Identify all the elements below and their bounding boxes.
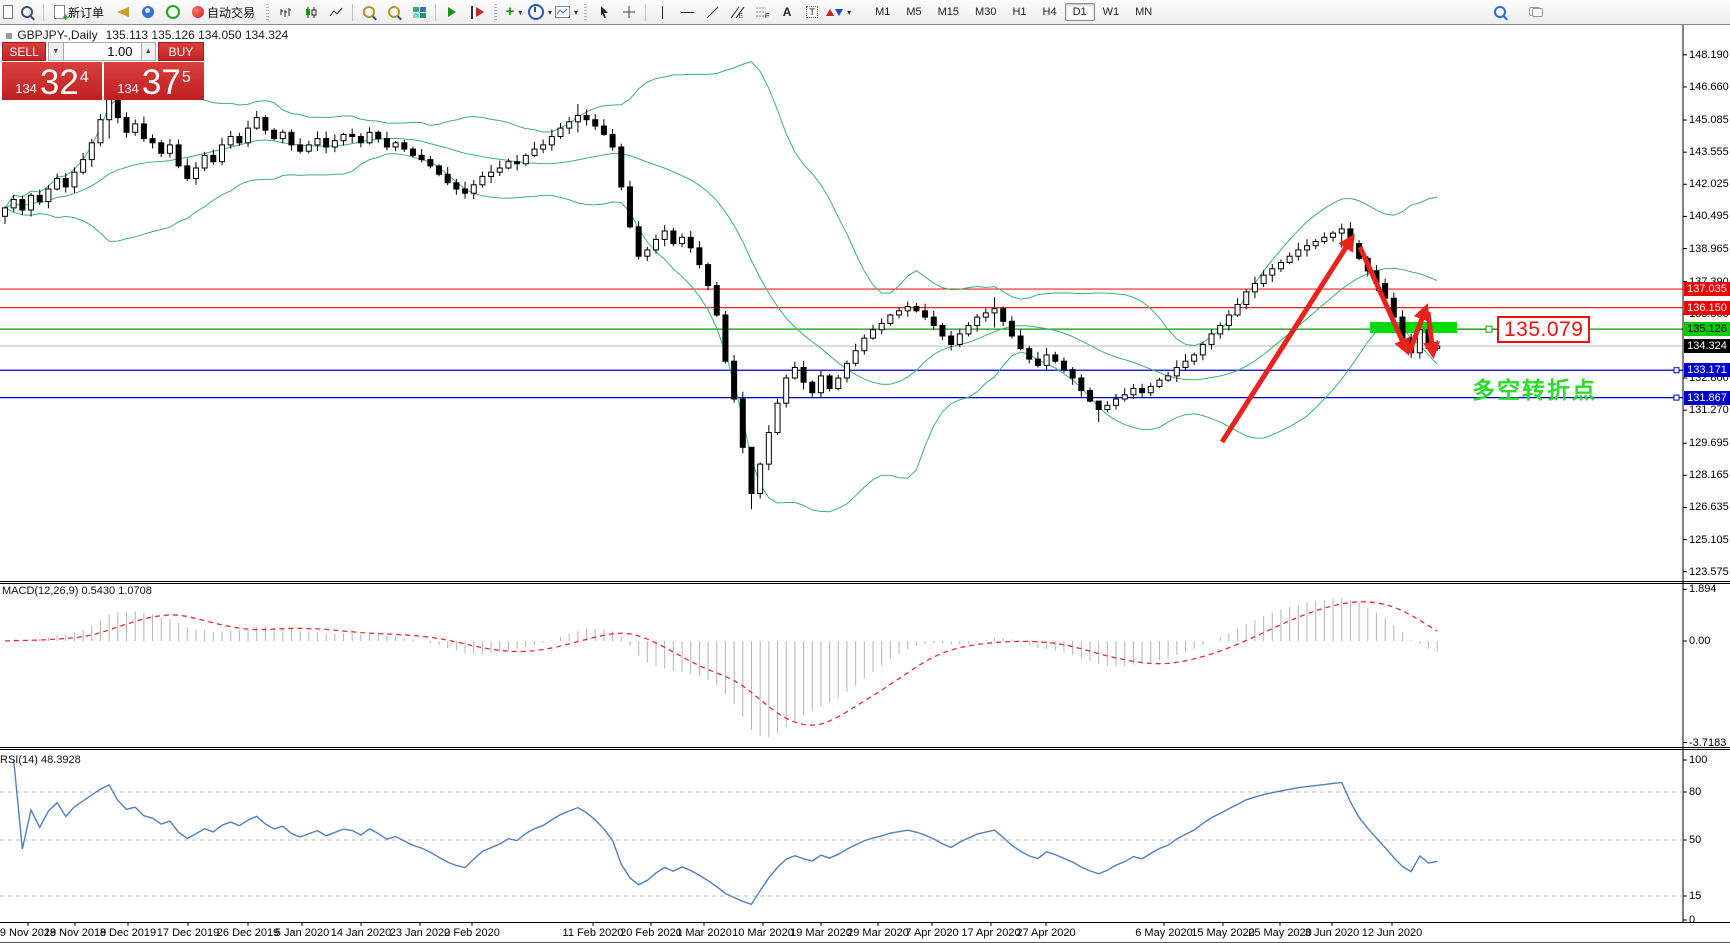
auto-scroll-icon[interactable] <box>440 1 464 23</box>
templates-button[interactable]: ▾ <box>554 1 579 23</box>
text-label-tool[interactable]: T <box>800 1 824 23</box>
tab-timeframe-D1[interactable]: D1 <box>1064 3 1095 21</box>
toolbar: 新订单 自动交易 +▾ ▾ ▾ <box>0 0 1730 25</box>
indicators-button[interactable]: + ▾ <box>505 3 523 20</box>
buy-price-big-figure: 134 <box>117 81 139 96</box>
price-note-box[interactable]: 135.079 <box>1497 316 1591 343</box>
new-order-icon <box>54 5 69 24</box>
buy-price-point: 5 <box>181 69 191 86</box>
zoom-in-icon[interactable] <box>357 1 381 23</box>
profile-icon[interactable] <box>136 1 160 23</box>
zoom-out-icon[interactable] <box>382 1 406 23</box>
sell-price-point: 4 <box>79 69 89 86</box>
sell-price-panel[interactable]: 134 32 4 <box>2 62 102 100</box>
tab-timeframe-M1[interactable]: M1 <box>875 6 891 18</box>
tab-timeframe-W1[interactable]: W1 <box>1102 6 1120 18</box>
svg-text:E: E <box>739 14 743 19</box>
cursor-tool[interactable] <box>592 1 616 23</box>
chart-shift-icon[interactable] <box>465 1 489 23</box>
tab-timeframe-M5[interactable]: M5 <box>906 6 922 18</box>
periods-button[interactable]: ▾ <box>527 1 553 23</box>
arrow-tools-button[interactable]: ▾ <box>825 1 852 23</box>
autotrading-label: 自动交易 <box>207 5 256 20</box>
tab-timeframe-M15[interactable]: M15 <box>937 6 960 18</box>
timeframe-bar: M1 M5 M15 M30 H1 H4 D1 W1 MN <box>867 3 1160 21</box>
fibonacci-tool[interactable]: F <box>750 1 774 23</box>
buy-price-pips: 37 <box>141 63 181 102</box>
search-icon[interactable] <box>1488 1 1512 23</box>
autotrading-icon <box>192 6 205 18</box>
text-tool[interactable]: A <box>782 5 792 19</box>
tile-windows-icon[interactable] <box>407 1 431 23</box>
tab-timeframe-H4[interactable]: H4 <box>1042 6 1057 18</box>
tab-timeframe-M30[interactable]: M30 <box>975 6 997 18</box>
trendline-tool[interactable] <box>700 1 724 23</box>
autotrading-button[interactable]: 自动交易 <box>186 1 261 23</box>
volume-increase-button[interactable]: ▲ <box>140 42 156 61</box>
crosshair-tool[interactable] <box>617 1 641 23</box>
equidistant-channel-tool[interactable]: E <box>725 1 749 23</box>
buy-price-panel[interactable]: 134 37 5 <box>104 62 204 100</box>
sell-price-big-figure: 134 <box>15 81 37 96</box>
sell-price-pips: 32 <box>39 63 79 102</box>
megaphone-icon[interactable] <box>111 1 135 23</box>
tab-timeframe-H1[interactable]: H1 <box>1012 6 1027 18</box>
vertical-line-tool[interactable] <box>650 1 674 23</box>
bull-bear-turning-point-note[interactable]: 多空转折点 <box>1472 377 1597 403</box>
sell-button[interactable]: SELL <box>2 42 47 61</box>
buy-button[interactable]: BUY <box>157 42 204 61</box>
new-order-button[interactable]: 新订单 <box>48 1 110 24</box>
chat-icon[interactable] <box>1524 1 1548 23</box>
one-click-trading-panel: SELL ▼ 1.00 ▲ BUY 134 32 4 134 37 5 <box>2 42 204 100</box>
line-chart-button[interactable] <box>324 1 348 23</box>
volume-decrease-button[interactable]: ▼ <box>48 42 64 61</box>
print-preview-icon[interactable] <box>15 1 39 23</box>
candlestick-chart-button[interactable] <box>299 1 323 23</box>
bar-chart-button[interactable] <box>274 1 298 23</box>
new-chart-icon[interactable] <box>0 1 14 23</box>
tab-timeframe-MN[interactable]: MN <box>1135 6 1153 18</box>
horizontal-line-tool[interactable] <box>675 1 699 23</box>
signals-icon[interactable] <box>161 1 185 23</box>
volume-input[interactable]: 1.00 <box>63 42 141 61</box>
svg-text:F: F <box>765 13 769 19</box>
new-order-label: 新订单 <box>68 5 105 20</box>
